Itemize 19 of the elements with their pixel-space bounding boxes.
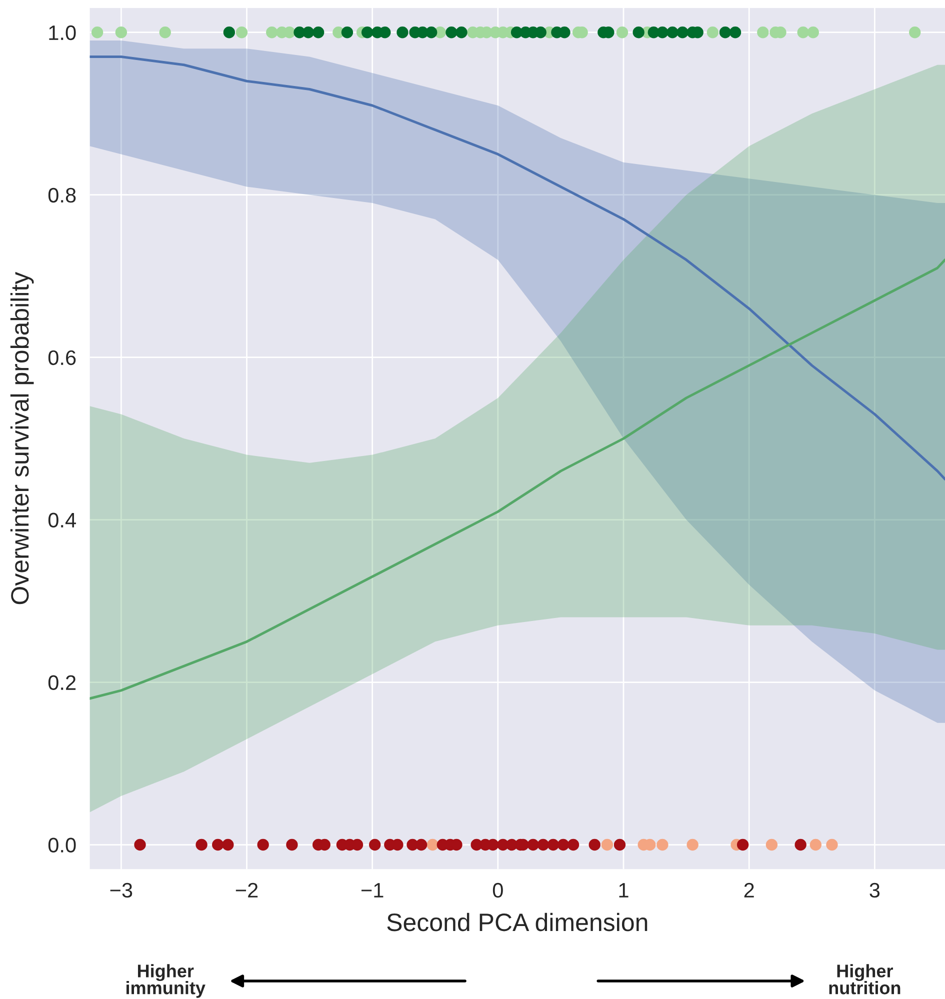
x-axis-title: Second PCA dimension [387,912,648,932]
y-tick-label: 0.2 [48,675,76,690]
y-tick-label: 0.8 [48,188,76,203]
line-series [90,55,945,480]
y-tick-label: 0.6 [48,350,76,366]
text: Higher nutrition [829,964,900,994]
x-tick-label: 2 [744,882,754,898]
x-tick-label: −1 [361,883,384,898]
x-tick-label: 1 [619,883,628,898]
y-tick-label: 0.4 [48,512,76,528]
y-axis-title: Overwinter survival probability [10,272,34,604]
x-tick-label: −3 [110,882,132,898]
text: Higher immunity [126,964,206,998]
x-tick-label: −2 [236,882,258,898]
x-tick-label: 3 [870,882,880,898]
line-series [90,258,945,700]
y-tick-label: 1.0 [49,25,76,40]
y-tick-label: 0.0 [48,838,76,853]
x-tick-label: 0 [492,882,503,898]
